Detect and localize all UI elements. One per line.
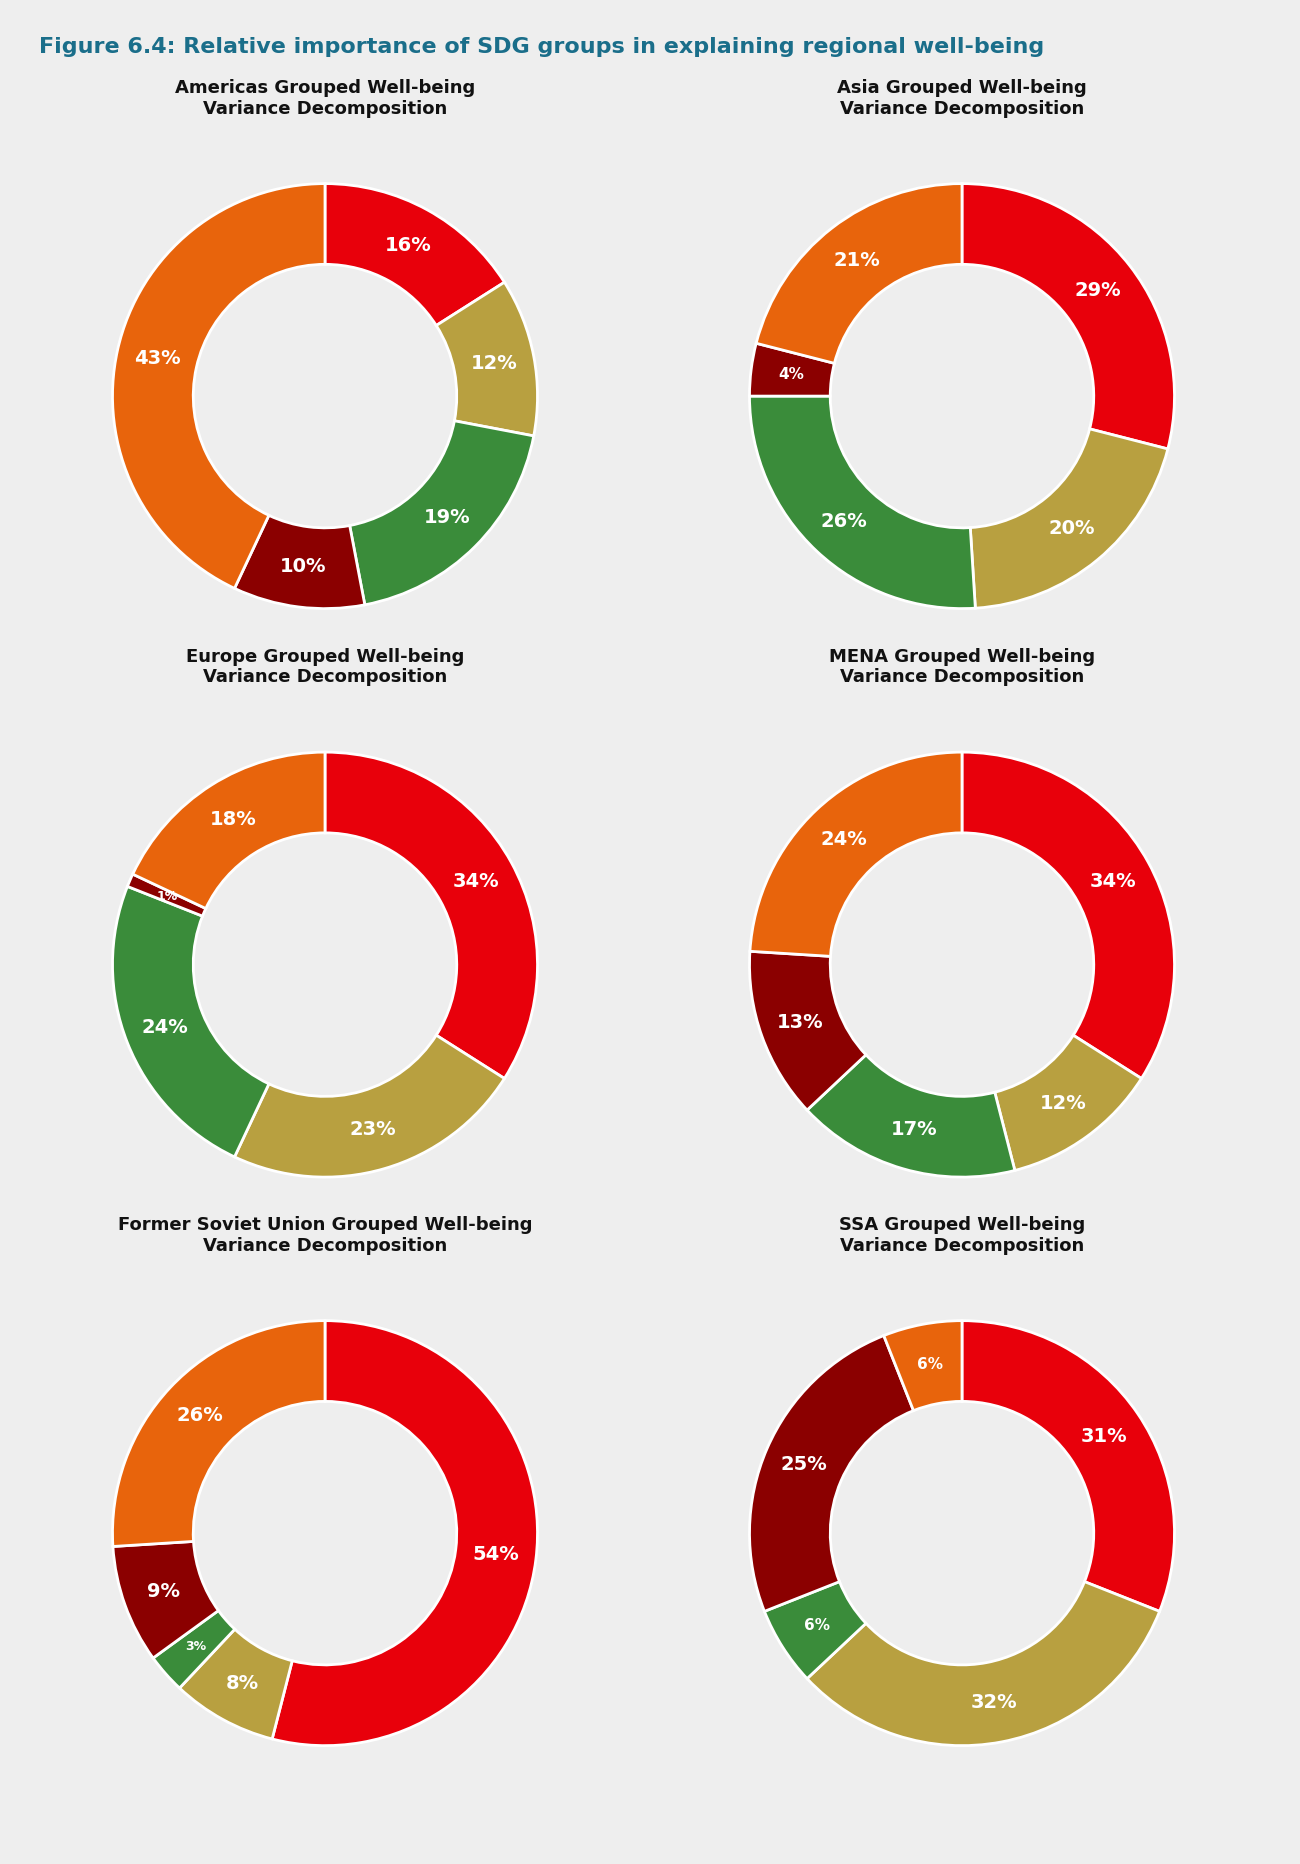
Title: Asia Grouped Well-being
Variance Decomposition: Asia Grouped Well-being Variance Decompo…	[837, 78, 1087, 117]
Wedge shape	[234, 1035, 504, 1176]
Text: 54%: 54%	[472, 1545, 519, 1564]
Wedge shape	[750, 751, 962, 956]
Wedge shape	[807, 1055, 1015, 1176]
Wedge shape	[113, 1320, 325, 1547]
Title: MENA Grouped Well-being
Variance Decomposition: MENA Grouped Well-being Variance Decompo…	[829, 647, 1095, 686]
Text: 24%: 24%	[142, 1018, 188, 1038]
Text: 34%: 34%	[452, 872, 499, 891]
Wedge shape	[325, 751, 537, 1079]
Title: Europe Grouped Well-being
Variance Decomposition: Europe Grouped Well-being Variance Decom…	[186, 647, 464, 686]
Wedge shape	[272, 1320, 537, 1745]
Wedge shape	[750, 343, 835, 395]
Wedge shape	[113, 887, 269, 1158]
Text: 19%: 19%	[424, 509, 471, 528]
Wedge shape	[113, 183, 325, 589]
Wedge shape	[750, 951, 866, 1111]
Wedge shape	[962, 751, 1174, 1079]
Text: 26%: 26%	[177, 1405, 222, 1424]
Wedge shape	[750, 395, 975, 608]
Text: Figure 6.4: Relative importance of SDG groups in explaining regional well-being: Figure 6.4: Relative importance of SDG g…	[39, 37, 1044, 56]
Text: 24%: 24%	[820, 829, 867, 848]
Wedge shape	[750, 1336, 914, 1610]
Text: 32%: 32%	[971, 1693, 1018, 1711]
Text: 29%: 29%	[1075, 281, 1122, 300]
Text: 21%: 21%	[833, 250, 880, 270]
Wedge shape	[884, 1320, 962, 1411]
Text: 34%: 34%	[1089, 872, 1136, 891]
Title: Former Soviet Union Grouped Well-being
Variance Decomposition: Former Soviet Union Grouped Well-being V…	[118, 1215, 532, 1254]
Wedge shape	[807, 1583, 1160, 1745]
Text: 16%: 16%	[385, 235, 432, 255]
Wedge shape	[127, 874, 205, 915]
Text: 31%: 31%	[1082, 1428, 1127, 1446]
Wedge shape	[764, 1583, 866, 1679]
Wedge shape	[179, 1629, 292, 1739]
Text: 26%: 26%	[820, 513, 867, 531]
Wedge shape	[325, 183, 504, 326]
Wedge shape	[962, 183, 1174, 449]
Text: 43%: 43%	[134, 349, 181, 367]
Wedge shape	[970, 429, 1167, 608]
Text: 12%: 12%	[471, 354, 517, 373]
Wedge shape	[437, 281, 537, 436]
Text: 17%: 17%	[891, 1120, 937, 1139]
Text: 6%: 6%	[803, 1618, 829, 1633]
Text: 6%: 6%	[916, 1357, 942, 1372]
Wedge shape	[234, 514, 365, 608]
Text: 20%: 20%	[1049, 520, 1095, 539]
Text: 18%: 18%	[209, 809, 256, 829]
Text: 23%: 23%	[350, 1120, 396, 1139]
Wedge shape	[153, 1610, 235, 1689]
Wedge shape	[962, 1320, 1174, 1610]
Text: 4%: 4%	[779, 367, 805, 382]
Title: Americas Grouped Well-being
Variance Decomposition: Americas Grouped Well-being Variance Dec…	[176, 78, 474, 117]
Text: 8%: 8%	[225, 1674, 259, 1694]
Text: 10%: 10%	[281, 557, 326, 576]
Wedge shape	[994, 1035, 1141, 1171]
Text: 3%: 3%	[186, 1640, 207, 1653]
Text: 25%: 25%	[781, 1456, 827, 1474]
Text: 1%: 1%	[156, 889, 178, 902]
Text: 12%: 12%	[1040, 1094, 1087, 1113]
Wedge shape	[133, 751, 325, 908]
Wedge shape	[757, 183, 962, 363]
Text: 9%: 9%	[147, 1583, 179, 1601]
Title: SSA Grouped Well-being
Variance Decomposition: SSA Grouped Well-being Variance Decompos…	[838, 1215, 1086, 1254]
Wedge shape	[113, 1542, 218, 1659]
Wedge shape	[350, 421, 534, 604]
Text: 13%: 13%	[776, 1014, 823, 1033]
